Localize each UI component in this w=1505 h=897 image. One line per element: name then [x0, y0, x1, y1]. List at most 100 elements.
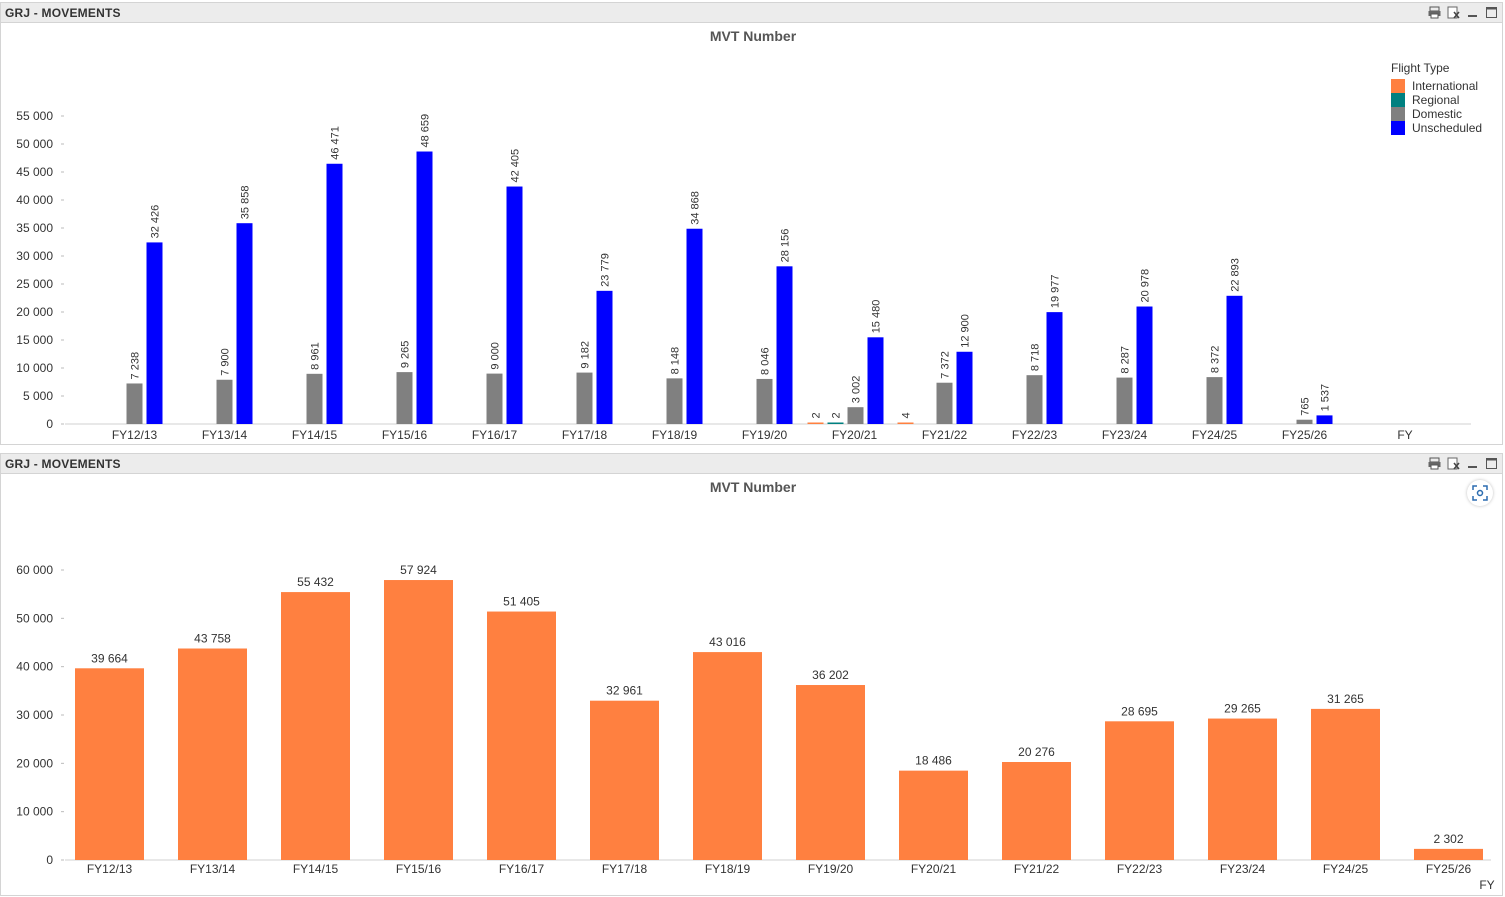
bar-total-FY20/21 [899, 770, 968, 860]
bar-value-label: 23 779 [600, 253, 612, 287]
bar-international-FY21/22 [897, 422, 914, 424]
x-tick-label: FY19/20 [808, 862, 854, 876]
x-tick-label: FY14/15 [293, 862, 339, 876]
bar-domestic-FY19/20 [756, 378, 773, 424]
bar-value-label: 2 [831, 412, 843, 418]
bar-value-label: 57 924 [400, 563, 437, 577]
bar-value-label: 9 182 [580, 341, 592, 369]
bar-value-label: 28 695 [1121, 704, 1158, 718]
x-tick-label: FY13/14 [202, 428, 248, 442]
bar-value-label: 7 372 [940, 351, 952, 379]
y-tick-label: 0 [46, 853, 53, 867]
chart-title: MVT Number [710, 479, 797, 495]
snapshot-button[interactable] [1467, 480, 1493, 506]
y-tick-label: 0 [46, 417, 53, 431]
bar-domestic-FY13/14 [216, 379, 233, 424]
bar-unscheduled-FY19/20 [776, 266, 793, 424]
maximize-icon[interactable] [1485, 6, 1498, 19]
y-tick-label: 15 000 [16, 333, 53, 347]
bar-domestic-FY18/19 [666, 378, 683, 424]
y-tick-label: 50 000 [16, 137, 53, 151]
x-tick-label: FY14/15 [292, 428, 338, 442]
bar-domestic-FY25/26 [1296, 419, 1313, 424]
bar-total-FY17/18 [590, 700, 659, 860]
bar-total-FY18/19 [693, 652, 762, 860]
x-tick-label: FY16/17 [499, 862, 545, 876]
bar-total-FY15/16 [384, 580, 453, 860]
x-tick-label: FY23/24 [1102, 428, 1148, 442]
bar-value-label: 2 [811, 412, 823, 418]
bar-value-label: 7 238 [130, 352, 142, 380]
bar-unscheduled-FY20/21 [867, 337, 884, 424]
bar-value-label: 4 [901, 412, 913, 418]
y-tick-label: 5 000 [23, 389, 53, 403]
x-tick-label: FY12/13 [112, 428, 158, 442]
export-excel-icon[interactable] [1447, 6, 1460, 19]
bar-domestic-FY17/18 [576, 372, 593, 424]
y-tick-label: 50 000 [16, 611, 53, 625]
bar-regional-FY20/21 [827, 422, 844, 424]
legend-label: International [1412, 79, 1478, 93]
minimize-icon[interactable] [1466, 457, 1479, 470]
bar-value-label: 35 858 [240, 186, 252, 220]
bar-value-label: 9 265 [400, 341, 412, 369]
legend-label: Unscheduled [1412, 121, 1482, 135]
legend-swatch-international [1391, 79, 1405, 93]
bar-unscheduled-FY24/25 [1226, 295, 1243, 424]
legend-swatch-regional [1391, 93, 1405, 107]
x-tick-label: FY23/24 [1220, 862, 1266, 876]
bar-value-label: 32 961 [606, 684, 643, 698]
x-tick-label: FY21/22 [922, 428, 968, 442]
bar-value-label: 29 265 [1224, 702, 1261, 716]
bar-value-label: 32 426 [150, 205, 162, 239]
bar-total-FY14/15 [281, 592, 350, 860]
bar-domestic-FY22/23 [1026, 375, 1043, 424]
bar-value-label: 12 900 [960, 314, 972, 348]
bar-value-label: 43 758 [194, 632, 231, 646]
bar-total-FY22/23 [1105, 721, 1174, 860]
bar-value-label: 46 471 [330, 126, 342, 160]
print-icon[interactable] [1428, 6, 1441, 19]
y-tick-label: 60 000 [16, 563, 53, 577]
legend-swatch-domestic [1391, 107, 1405, 121]
chart-title: MVT Number [710, 28, 797, 44]
minimize-icon[interactable] [1466, 6, 1479, 19]
bar-unscheduled-FY17/18 [596, 290, 613, 424]
bar-value-label: 7 900 [220, 348, 232, 376]
x-tick-label: FY20/21 [911, 862, 957, 876]
mvt-number-chart-by-flight-type: MVT Number 0 5 000 10 000 15 000 20 000 25 000… [16, 28, 1482, 442]
bar-value-label: 20 276 [1018, 745, 1055, 759]
maximize-icon[interactable] [1485, 457, 1498, 470]
x-tick-label: FY25/26 [1282, 428, 1328, 442]
bar-value-label: 31 265 [1327, 692, 1364, 706]
bar-value-label: 8 287 [1120, 346, 1132, 374]
print-icon[interactable] [1428, 457, 1441, 470]
bar-unscheduled-FY12/13 [146, 242, 163, 424]
y-tick-label: 35 000 [16, 221, 53, 235]
bar-value-label: 39 664 [91, 651, 128, 665]
x-tick-label: FY22/23 [1117, 862, 1163, 876]
scan-icon [1472, 485, 1488, 501]
y-tick-label: 10 000 [16, 805, 53, 819]
bar-domestic-FY23/24 [1116, 377, 1133, 424]
y-tick-label: 40 000 [16, 660, 53, 674]
bar-value-label: 34 868 [690, 191, 702, 225]
movements-panel-top: GRJ - MOVEMENTS MVT Number 0 5 000 10 000 15… [0, 2, 1503, 445]
bar-value-label: 8 372 [1210, 346, 1222, 374]
export-excel-icon[interactable] [1447, 457, 1460, 470]
bar-value-label: 8 718 [1030, 344, 1042, 372]
x-axis-title: FY [1397, 428, 1412, 442]
bar-value-label: 51 405 [503, 595, 540, 609]
panel-header-bottom: GRJ - MOVEMENTS [1, 454, 1502, 474]
bar-value-label: 18 486 [915, 754, 952, 768]
x-tick-label: FY21/22 [1014, 862, 1060, 876]
bar-value-label: 15 480 [871, 300, 883, 334]
bar-unscheduled-FY22/23 [1046, 312, 1063, 424]
x-tick-label: FY22/23 [1012, 428, 1058, 442]
bar-value-label: 1 537 [1320, 384, 1332, 412]
bar-value-label: 19 977 [1050, 274, 1062, 308]
bar-unscheduled-FY18/19 [686, 228, 703, 424]
bar-unscheduled-FY25/26 [1316, 415, 1333, 424]
x-tick-label: FY20/21 [832, 428, 878, 442]
panel-toolbar [1428, 457, 1498, 470]
